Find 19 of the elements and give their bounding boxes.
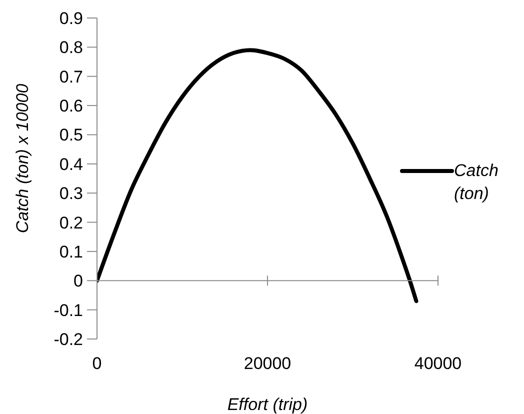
x-tick-label: 40000 — [414, 354, 462, 373]
y-tick-label: -0.2 — [54, 330, 83, 349]
x-tick-label: 0 — [92, 354, 102, 373]
x-tick-label: 20000 — [244, 354, 292, 373]
y-tick-label: 0.6 — [59, 96, 83, 116]
y-tick-label: 0.4 — [59, 154, 83, 174]
y-tick-label: 0.1 — [59, 242, 83, 262]
y-tick-label: 0.7 — [59, 67, 83, 86]
y-tick-label: 0.8 — [59, 38, 83, 58]
legend-label: Catch (ton) — [454, 160, 500, 204]
y-tick-label: -0.1 — [54, 300, 83, 320]
line-series — [97, 48, 418, 304]
x-axis-title: Effort (trip) — [227, 395, 308, 414]
y-tick-label: 0.2 — [59, 213, 83, 232]
y-axis-title: Catch (ton) x 10000 — [13, 83, 32, 234]
y-tick-label: 0.5 — [59, 126, 83, 145]
y-tick-label: 0.3 — [59, 184, 83, 204]
y-tick-label: 0.9 — [59, 9, 83, 28]
y-tick-label: 0 — [74, 272, 83, 291]
